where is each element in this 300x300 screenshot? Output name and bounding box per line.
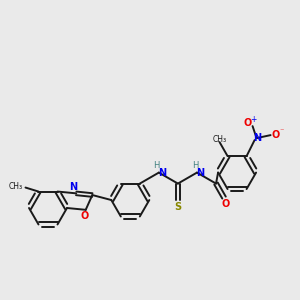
Text: N: N: [158, 168, 166, 178]
Text: H: H: [192, 161, 198, 170]
Text: N: N: [254, 133, 262, 143]
Text: CH₃: CH₃: [8, 182, 22, 191]
Text: ⁻: ⁻: [279, 127, 284, 136]
Text: O: O: [222, 199, 230, 208]
Text: N: N: [196, 168, 204, 178]
Text: CH₃: CH₃: [212, 135, 226, 144]
Text: S: S: [174, 202, 182, 212]
Text: O: O: [81, 211, 89, 221]
Text: O: O: [272, 130, 280, 140]
Text: N: N: [69, 182, 77, 192]
Text: H: H: [153, 161, 159, 170]
Text: +: +: [250, 115, 257, 124]
Text: O: O: [243, 118, 252, 128]
